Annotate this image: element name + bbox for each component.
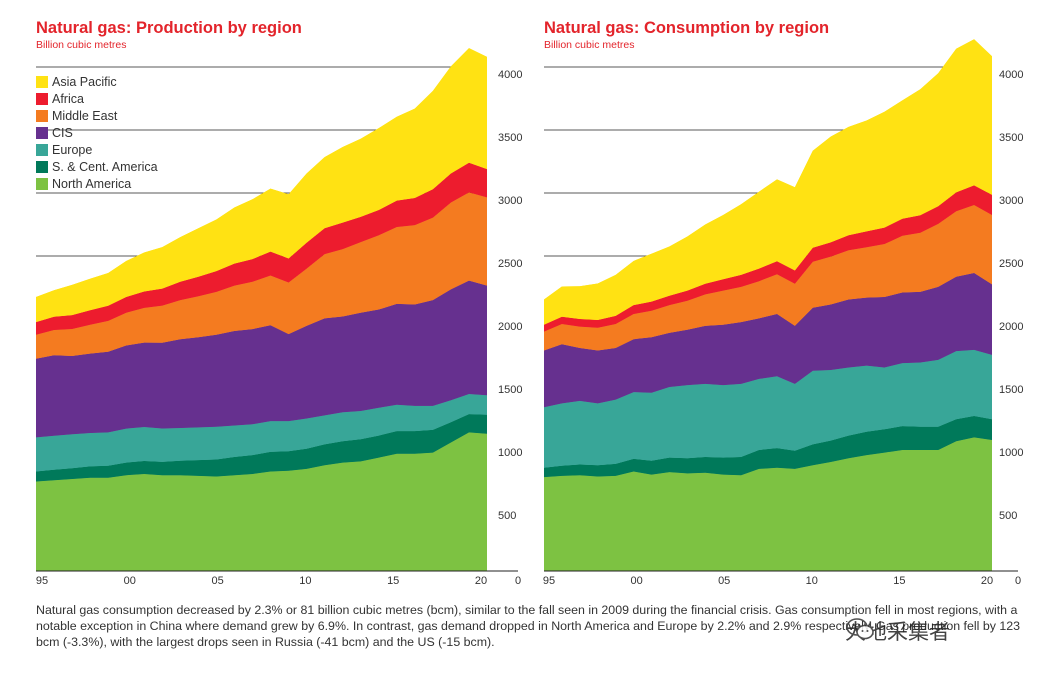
production-chart-plot: 500 1000 1500 2000 2500 3000 3500 4000 0 95 00 05 10… (36, 48, 522, 587)
y-tick-label: 2500 (999, 258, 1023, 270)
area-cis-overlay (544, 273, 992, 408)
x-tick-label: 10 (299, 575, 311, 587)
watermark: 大地采集者 (845, 616, 950, 646)
legend-label: Middle East (52, 108, 118, 123)
consumption-chart-title: Natural gas: Consumption by region (544, 19, 830, 37)
area-north-america-overlay (544, 437, 992, 571)
area-middle-east-overlay (36, 192, 487, 359)
y-tick-label: 3500 (999, 132, 1023, 144)
area-s-cent-america-overlay (544, 416, 992, 478)
legend-item-cis: CIS (36, 124, 158, 141)
x-tick-label: 20 (475, 575, 487, 587)
area-europe-overlay (36, 394, 487, 472)
area-north-america-overlay (36, 432, 487, 571)
area-africa-overlay (36, 162, 487, 335)
y-tick-label: 2500 (498, 258, 522, 270)
y-tick-label: 4000 (498, 69, 522, 81)
x-tick-label: 20 (981, 575, 993, 587)
y-tick-label: 1000 (999, 447, 1023, 459)
legend: Asia Pacific Africa Middle East CIS Euro… (36, 73, 158, 192)
production-chart: Natural gas: Production by region Billio… (0, 0, 530, 600)
x-tick-label: 00 (630, 575, 642, 587)
legend-label: S. & Cent. America (52, 159, 158, 174)
y-tick-label: 2000 (498, 321, 522, 333)
legend-item-asia-pacific: Asia Pacific (36, 73, 158, 90)
area-europe-overlay (544, 349, 992, 468)
y-tick-label: 4000 (999, 69, 1023, 81)
x-tick-label: 00 (124, 575, 136, 587)
x-tick-label: 15 (893, 575, 905, 587)
legend-label: Africa (52, 91, 84, 106)
y-tick-label: 3000 (999, 195, 1023, 207)
y-tick-label: 3500 (498, 132, 522, 144)
x-tick-label: 95 (543, 575, 555, 587)
y-tick-label: 3000 (498, 195, 522, 207)
legend-label: North America (52, 176, 132, 191)
y-tick-label: 500 (498, 510, 516, 522)
area-s-cent-america-overlay (36, 414, 487, 482)
y-tick-label: 1500 (999, 384, 1023, 396)
y-tick-label: 0 (515, 575, 521, 587)
legend-swatch (36, 75, 48, 88)
x-tick-label: 05 (211, 575, 223, 587)
legend-swatch (36, 143, 48, 156)
y-tick-label: 1500 (498, 384, 522, 396)
watermark-text: 大地采集者 (845, 621, 950, 644)
area-africa-overlay (544, 185, 992, 332)
x-tick-label: 15 (387, 575, 399, 587)
production-chart-title: Natural gas: Production by region (36, 19, 302, 37)
y-tick-label: 2000 (999, 321, 1023, 333)
consumption-chart-subtitle: Billion cubic metres (544, 39, 635, 51)
legend-item-africa: Africa (36, 90, 158, 107)
y-tick-label: 1000 (498, 447, 522, 459)
legend-label: CIS (52, 125, 73, 140)
production-chart-subtitle: Billion cubic metres (36, 39, 127, 51)
legend-label: Europe (52, 142, 93, 157)
x-tick-label: 10 (806, 575, 818, 587)
legend-swatch (36, 109, 48, 122)
y-tick-label: 500 (999, 510, 1017, 522)
consumption-chart: Natural gas: Consumption by region Billi… (530, 0, 1059, 600)
x-tick-label: 05 (718, 575, 730, 587)
legend-item-middle-east: Middle East (36, 107, 158, 124)
legend-swatch (36, 177, 48, 190)
legend-swatch (36, 126, 48, 139)
y-tick-label: 0 (1015, 575, 1021, 587)
legend-item-europe: Europe (36, 141, 158, 158)
legend-swatch (36, 92, 48, 105)
consumption-chart-plot: 500 1000 1500 2000 2500 3000 3500 4000 0 95 00 05 10… (543, 39, 1023, 587)
area-asia-pacific-overlay (36, 48, 487, 323)
area-cis-overlay (36, 280, 487, 438)
wechat-icon (846, 618, 874, 640)
caption: Natural gas consumption decreased by 2.3… (36, 603, 1021, 649)
legend-item-s-cent-america: S. & Cent. America (36, 158, 158, 175)
legend-label: Asia Pacific (52, 74, 117, 89)
x-tick-label: 95 (36, 575, 48, 587)
legend-item-north-america: North America (36, 175, 158, 192)
area-asia-pacific-overlay (544, 39, 992, 325)
legend-swatch (36, 160, 48, 173)
